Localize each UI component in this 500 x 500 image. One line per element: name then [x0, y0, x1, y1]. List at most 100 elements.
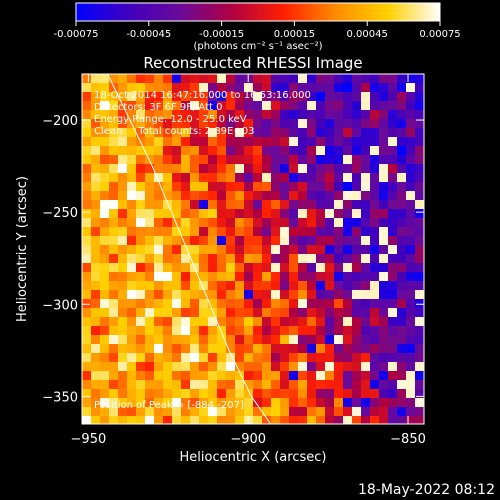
heatmap-cell [397, 308, 407, 318]
heatmap-cell [388, 326, 398, 336]
heatmap-cell [190, 200, 200, 210]
heatmap-cell [388, 200, 398, 210]
heatmap-cell [397, 263, 407, 273]
heatmap-cell [91, 281, 101, 291]
heatmap-cell [298, 182, 308, 192]
heatmap-cell [163, 371, 173, 381]
heatmap-cell [298, 164, 308, 174]
heatmap-cell [109, 146, 119, 156]
heatmap-cell [253, 353, 263, 363]
heatmap-cell [145, 200, 155, 210]
heatmap-cell [100, 137, 110, 147]
heatmap-cell [100, 236, 110, 246]
heatmap-cell [163, 182, 173, 192]
heatmap-cell [145, 326, 155, 336]
heatmap-cell [235, 101, 245, 111]
heatmap-cell [343, 398, 353, 408]
heatmap-cell [379, 407, 389, 417]
heatmap-cell [352, 326, 362, 336]
heatmap-cell [415, 110, 424, 120]
heatmap-cell [163, 416, 173, 424]
heatmap-cell [118, 182, 128, 192]
heatmap-cell [199, 353, 209, 363]
heatmap-cell [217, 326, 227, 336]
heatmap-cell [370, 299, 380, 309]
heatmap-cell [190, 146, 200, 156]
heatmap-cell [208, 254, 218, 264]
heatmap-cell [334, 200, 344, 210]
heatmap-cell [343, 146, 353, 156]
heatmap-cell [181, 263, 191, 273]
heatmap-cell [397, 389, 407, 399]
heatmap-cell [154, 218, 164, 228]
heatmap-cell [109, 137, 119, 147]
heatmap-cell [82, 119, 92, 129]
heatmap-cell [253, 326, 263, 336]
heatmap-cell [361, 362, 371, 372]
heatmap-cell [334, 245, 344, 255]
heatmap-cell [127, 272, 137, 282]
heatmap-cell [226, 353, 236, 363]
heatmap-cell [262, 209, 272, 219]
heatmap-cell [244, 254, 254, 264]
heatmap-cell [370, 281, 380, 291]
heatmap-cell [82, 92, 92, 102]
heatmap-cell [388, 299, 398, 309]
heatmap-cell [271, 209, 281, 219]
heatmap-cell [154, 281, 164, 291]
heatmap-cell [217, 407, 227, 417]
heatmap-cell [118, 200, 128, 210]
heatmap-cell [136, 209, 146, 219]
heatmap-cell [334, 389, 344, 399]
heatmap-cell [244, 371, 254, 381]
heatmap-cell [118, 110, 128, 120]
heatmap-cell [136, 398, 146, 408]
heatmap-cell [415, 236, 424, 246]
heatmap-cell [307, 200, 317, 210]
colorbar-tick-label: 0.00015 [274, 29, 315, 40]
heatmap-cell [82, 263, 92, 273]
heatmap-cell [316, 299, 326, 309]
heatmap-cell [379, 110, 389, 120]
heatmap-cell [316, 236, 326, 246]
heatmap-cell [271, 326, 281, 336]
heatmap-cell [325, 128, 335, 138]
heatmap-cell [100, 317, 110, 327]
annotation-time-range: 18-Oct-2014 16:47:16.000 to 16:53:16.000 [94, 90, 311, 101]
heatmap-cell [91, 290, 101, 300]
heatmap-cell [370, 74, 380, 84]
heatmap-cell [316, 281, 326, 291]
heatmap-cell [136, 389, 146, 399]
heatmap-cell [352, 299, 362, 309]
heatmap-cell [307, 299, 317, 309]
heatmap-cell [226, 263, 236, 273]
heatmap-cell [226, 119, 236, 129]
heatmap-cell [244, 407, 254, 417]
heatmap-cell [280, 146, 290, 156]
heatmap-cell [82, 317, 92, 327]
heatmap-cell [262, 353, 272, 363]
heatmap-cell [253, 83, 263, 93]
heatmap-cell [298, 353, 308, 363]
heatmap-cell [118, 173, 128, 183]
heatmap-cell [226, 407, 236, 417]
heatmap-cell [316, 416, 326, 424]
heatmap-cell [325, 182, 335, 192]
heatmap-cell [280, 218, 290, 228]
heatmap-cell [154, 389, 164, 399]
heatmap-cell [118, 119, 128, 129]
heatmap-cell [253, 92, 263, 102]
heatmap-cell [325, 245, 335, 255]
heatmap-cell [262, 173, 272, 183]
heatmap-cell [307, 92, 317, 102]
heatmap-cell [82, 227, 92, 237]
heatmap-cell [190, 245, 200, 255]
heatmap-cell [298, 173, 308, 183]
heatmap-cell [163, 299, 173, 309]
heatmap-cell [289, 119, 299, 129]
heatmap-cell [343, 362, 353, 372]
heatmap-cell [181, 101, 191, 111]
heatmap-cell [379, 119, 389, 129]
heatmap-cell [145, 335, 155, 345]
heatmap-cell [280, 74, 290, 84]
